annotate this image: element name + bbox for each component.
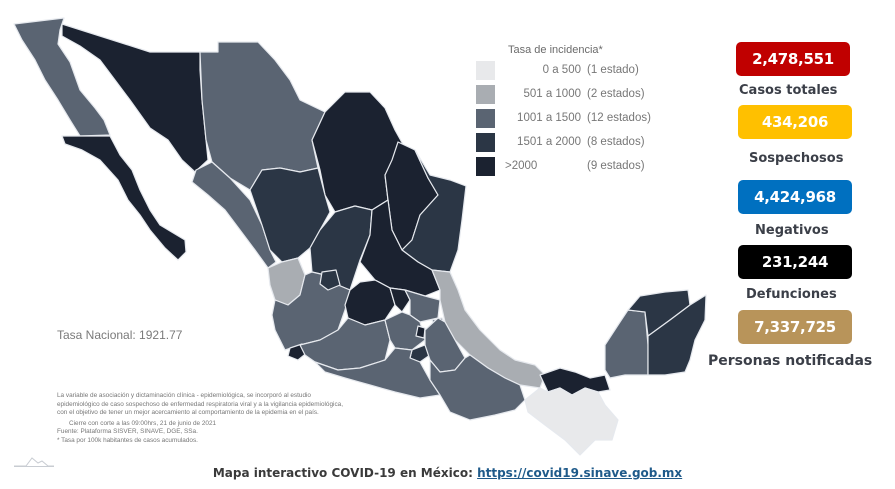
incidence-legend: Tasa de incidencia* 0 a 500 (1 estado) 5…	[476, 44, 666, 178]
agency-logo-icon	[14, 452, 54, 467]
legend-item: >2000 (9 estados)	[476, 154, 666, 178]
negatives-value: 4,424,968	[738, 180, 852, 214]
legend-swatch	[476, 84, 495, 104]
state-baja-california-sur[interactable]	[61, 135, 187, 261]
legend-swatch	[476, 60, 495, 80]
state-sinaloa[interactable]	[191, 161, 277, 269]
state-aguascalientes[interactable]	[319, 269, 341, 291]
state-chiapas[interactable]	[524, 387, 619, 456]
note-line: epidemiológico de caso sospechoso de enf…	[57, 400, 343, 408]
note-line: con el objetivo de tener un mejor acerca…	[57, 409, 319, 417]
notified-value: 7,337,725	[738, 310, 852, 344]
legend-count: (1 estado)	[587, 64, 639, 76]
national-rate: Tasa Nacional: 1921.77	[57, 328, 183, 342]
state-oaxaca[interactable]	[429, 354, 526, 421]
deaths-label: Defunciones	[746, 287, 837, 302]
state-guanajuato[interactable]	[344, 279, 396, 326]
note-line: La variable de asociación y dictaminació…	[57, 392, 311, 399]
cutoff-date: Cierre con corte a las 09:00hrs, 21 de j…	[69, 419, 217, 427]
deaths-value: 231,244	[738, 245, 852, 279]
legend-count: (2 estados)	[587, 88, 645, 100]
legend-title: Tasa de incidencia*	[508, 44, 603, 56]
legend-range: 1501 a 2000	[517, 136, 581, 148]
legend-count: (12 estados)	[587, 112, 651, 124]
data-source: Fuente: Plataforma SISVER, SINAVE, DGE, …	[57, 428, 198, 436]
suspected-label: Sospechosos	[749, 151, 844, 166]
footer: Mapa interactivo COVID-19 en México: htt…	[0, 466, 895, 480]
state-guerrero[interactable]	[314, 347, 441, 399]
state-quintana-roo[interactable]	[647, 294, 707, 376]
legend-item: 0 a 500 (1 estado)	[476, 58, 666, 82]
map-svg	[13, 17, 707, 456]
state-baja-california[interactable]	[13, 17, 111, 137]
footer-text: Mapa interactivo COVID-19 en México:	[212, 466, 478, 480]
legend-range: 1001 a 1500	[517, 112, 581, 124]
notified-label: Personas notificadas	[708, 353, 873, 369]
state-queretaro[interactable]	[389, 287, 411, 313]
state-campeche[interactable]	[604, 309, 649, 379]
mexico-choropleth-map	[13, 17, 707, 456]
state-hidalgo[interactable]	[404, 289, 441, 323]
state-cdmx[interactable]	[415, 325, 426, 339]
legend-range: 0 a 500	[542, 64, 581, 76]
state-san-luis-potosi[interactable]	[359, 199, 441, 297]
state-zacatecas[interactable]	[309, 205, 373, 291]
legend-item: 1501 a 2000 (8 estados)	[476, 130, 666, 154]
negatives-label: Negativos	[755, 223, 829, 238]
legend-range: 501 a 1000	[523, 88, 581, 100]
methodology-notes: La variable de asociación y dictaminació…	[57, 392, 417, 446]
suspected-value: 434,206	[738, 105, 852, 139]
legend-item: 1001 a 1500 (12 estados)	[476, 106, 666, 130]
footnote: * Tasa por 100k habitantes de casos acum…	[57, 436, 198, 444]
legend-item: 501 a 1000 (2 estados)	[476, 82, 666, 106]
state-durango[interactable]	[249, 167, 331, 263]
legend-swatch	[476, 156, 495, 176]
total-cases-value: 2,478,551	[736, 42, 850, 76]
legend-swatch	[476, 132, 495, 152]
legend-count: (9 estados)	[587, 160, 645, 172]
legend-count: (8 estados)	[587, 136, 645, 148]
interactive-map-link[interactable]: https://covid19.sinave.gob.mx	[477, 466, 683, 480]
total-cases-label: Casos totales	[739, 83, 838, 98]
legend-swatch	[476, 108, 495, 128]
legend-range: >2000	[505, 160, 538, 172]
